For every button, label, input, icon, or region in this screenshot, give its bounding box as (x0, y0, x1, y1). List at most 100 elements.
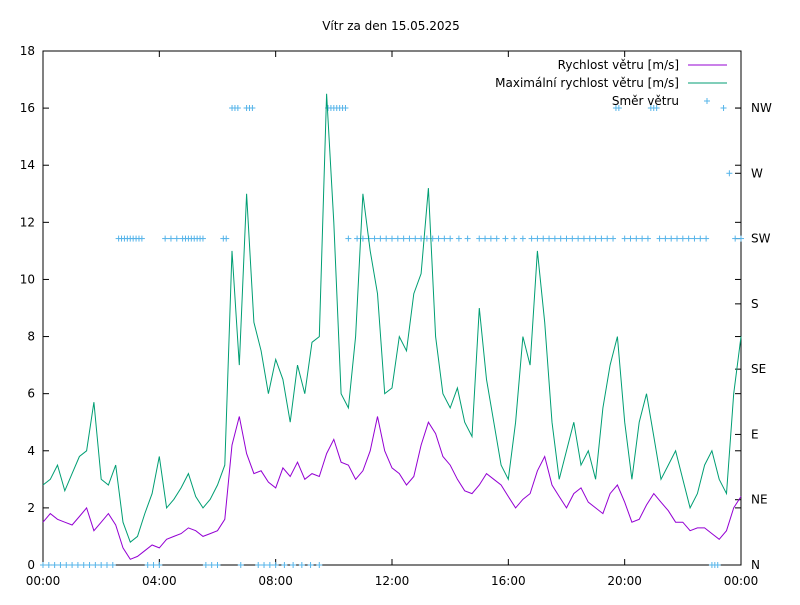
direction-point (354, 235, 361, 242)
direction-point (418, 235, 425, 242)
legend-swatch-direction (704, 98, 710, 104)
direction-point (540, 235, 547, 242)
direction-point (69, 562, 76, 568)
direction-point (80, 562, 87, 568)
direction-point (726, 170, 733, 177)
direction-point (412, 235, 419, 242)
direction-point (45, 562, 52, 568)
y2-tick-label: W (751, 166, 763, 180)
y2-tick-label: E (751, 427, 759, 441)
direction-point (685, 235, 692, 242)
direction-point (98, 562, 105, 568)
direction-point (290, 562, 297, 568)
direction-point (738, 235, 744, 242)
direction-point (502, 235, 509, 242)
y-axis-right: N NE E SE S SW W NW (735, 101, 772, 572)
direction-point (557, 235, 564, 242)
direction-point (511, 235, 518, 242)
direction-point (389, 235, 395, 242)
direction-point (86, 562, 93, 568)
direction-point (546, 235, 553, 242)
direction-point (214, 562, 221, 568)
direction-point (74, 562, 81, 568)
y2-tick-label: S (751, 297, 759, 311)
y-tick-label: 12 (20, 215, 35, 229)
direction-point (653, 105, 660, 111)
direction-point (610, 235, 617, 242)
direction-point (234, 105, 241, 111)
direction-point (51, 562, 58, 568)
direction-point (57, 562, 64, 568)
direction-point (144, 562, 151, 568)
y-tick-label: 6 (27, 387, 35, 401)
direction-point (639, 235, 646, 242)
direction-point (345, 235, 352, 242)
direction-point (92, 562, 99, 568)
x-tick-label: 08:00 (258, 574, 293, 588)
direction-point (249, 105, 256, 111)
direction-point (223, 235, 230, 242)
direction-point (569, 235, 576, 242)
direction-point (627, 235, 634, 242)
y-tick-label: 16 (20, 101, 35, 115)
legend-label-speed: Rychlost větru [m/s] (558, 58, 679, 72)
direction-point (377, 235, 384, 242)
direction-point (447, 235, 454, 242)
direction-point (208, 562, 215, 568)
direction-point (621, 235, 628, 242)
direction-point (63, 562, 70, 568)
x-tick-label: 20:00 (607, 574, 642, 588)
direction-point (156, 562, 163, 568)
y-tick-label: 0 (27, 558, 35, 572)
y2-tick-label: N (751, 558, 760, 572)
legend-label-max-speed: Maximální rychlost větru [m/s] (495, 76, 679, 90)
direction-point (679, 235, 686, 242)
direction-point (298, 562, 305, 568)
y2-tick-label: NW (751, 101, 772, 115)
legend: Rychlost větru [m/s] Maximální rychlost … (495, 58, 727, 108)
y-axis-left: 0 2 4 6 8 10 12 14 16 18 (20, 44, 741, 572)
x-tick-label: 00:00 (26, 574, 61, 588)
direction-point (476, 235, 483, 242)
direction-point (592, 235, 599, 242)
y-tick-label: 8 (27, 330, 35, 344)
x-tick-label: 12:00 (375, 574, 410, 588)
direction-point (519, 235, 526, 242)
direction-point (162, 235, 169, 242)
direction-point (167, 235, 174, 242)
direction-point (714, 562, 721, 568)
direction-point (307, 562, 314, 568)
direction-point (406, 235, 413, 242)
direction-point (464, 235, 471, 242)
direction-point (371, 235, 378, 242)
y2-tick-label: SE (751, 362, 766, 376)
direction-point (563, 235, 570, 242)
direction-point (202, 562, 209, 568)
direction-point (435, 235, 442, 242)
direction-point (423, 235, 430, 242)
direction-point (662, 235, 669, 242)
direction-point (281, 562, 288, 568)
series-direction (40, 105, 744, 568)
direction-point (691, 235, 698, 242)
direction-point (272, 562, 279, 568)
direction-point (703, 235, 710, 242)
y2-tick-label: SW (751, 232, 771, 246)
x-tick-label: 00:00 (724, 574, 759, 588)
direction-point (668, 235, 675, 242)
y-tick-label: 18 (20, 44, 35, 58)
direction-point (342, 105, 349, 111)
direction-point (482, 235, 489, 242)
direction-point (493, 235, 500, 242)
y-tick-label: 10 (20, 272, 35, 286)
direction-point (656, 235, 663, 242)
direction-point (400, 235, 407, 242)
direction-point (575, 235, 582, 242)
direction-point (697, 235, 704, 242)
direction-point (138, 235, 145, 242)
direction-point (528, 235, 535, 242)
chart-title: Vítr za den 15.05.2025 (322, 19, 460, 33)
y2-tick-label: NE (751, 493, 768, 507)
